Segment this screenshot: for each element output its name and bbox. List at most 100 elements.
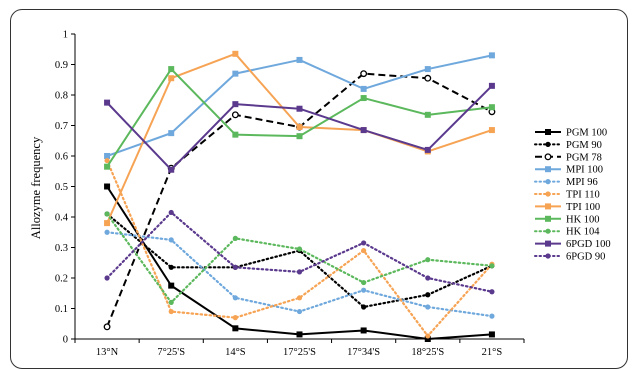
data-point-6pgd-100 [296, 105, 303, 112]
data-point-mpi-100 [232, 70, 239, 77]
data-point-tpi-100 [488, 127, 495, 134]
legend-marker [545, 141, 551, 147]
data-point-6pgd-90 [425, 275, 431, 281]
data-point-pgm-90 [425, 292, 431, 298]
y-tick-label: 0.1 [55, 304, 68, 315]
y-tick-label: 0.9 [55, 60, 68, 71]
data-point-mpi-96 [296, 308, 303, 315]
series-pgm-100 [104, 183, 495, 342]
legend-label: PGM 90 [566, 140, 602, 151]
legend-item-6pgd-90: 6PGD 90 [534, 252, 605, 263]
data-point-tpi-100 [168, 75, 175, 82]
data-point-pgm-90 [168, 264, 174, 270]
legend-label: 6PGD 100 [566, 239, 611, 250]
legend-item-hk-104: HK 104 [534, 227, 600, 238]
data-point-pgm-78 [360, 70, 368, 78]
data-point-pgm-78 [103, 323, 111, 331]
series-mpi-96 [104, 229, 495, 319]
data-point-tpi-110 [296, 295, 303, 301]
legend-label: TPI 110 [566, 190, 600, 201]
x-tick-label: 7°25'S [157, 347, 185, 356]
data-point-tpi-110 [361, 247, 367, 254]
data-point-mpi-100 [104, 153, 111, 159]
data-point-hk-100 [424, 111, 431, 118]
series-line-hk-100 [106, 68, 493, 168]
data-point-6pgd-100 [424, 146, 431, 153]
legend-item-6pgd-100: 6PGD 100 [535, 239, 611, 250]
data-point-pgm-78 [231, 111, 239, 119]
data-point-pgm-100 [232, 325, 239, 332]
y-tick-label: 0.7 [55, 121, 68, 132]
data-point-hk-100 [232, 131, 239, 138]
data-point-hk-104 [361, 279, 367, 286]
legend-item-hk-100: HK 100 [535, 214, 600, 225]
series-line-hk-104 [105, 212, 494, 304]
legend-marker [545, 129, 551, 135]
data-point-hk-100 [104, 163, 111, 170]
data-point-mpi-100 [296, 56, 303, 63]
legend-label: PGM 100 [566, 128, 607, 139]
data-point-mpi-96 [489, 313, 495, 319]
legend-marker [545, 253, 551, 259]
data-point-hk-100 [296, 133, 303, 140]
data-point-hk-104 [104, 211, 110, 217]
legend-marker [545, 203, 551, 210]
series-6pgd-90 [104, 209, 495, 295]
series-line-mpi-100 [106, 54, 493, 157]
legend-item-tpi-110: TPI 110 [534, 190, 600, 201]
data-point-tpi-110 [104, 157, 110, 164]
legend-label: MPI 100 [566, 165, 603, 176]
data-point-hk-104 [168, 299, 174, 305]
data-point-hk-100 [168, 66, 175, 73]
series-layer [103, 50, 496, 342]
y-tick-label: 0.4 [55, 213, 69, 224]
data-point-6pgd-100 [104, 99, 111, 106]
data-point-hk-100 [488, 104, 495, 111]
legend-marker [544, 153, 552, 161]
data-point-mpi-96 [168, 237, 174, 243]
data-point-6pgd-100 [168, 166, 175, 173]
data-point-6pgd-90 [104, 275, 110, 281]
legend-item-pgm-78: PGM 78 [535, 152, 602, 163]
y-axis-label: Allozyme frequency [29, 136, 43, 239]
y-tick-label: 0.3 [55, 243, 68, 254]
series-6pgd-100 [104, 82, 495, 173]
data-point-hk-104 [489, 263, 495, 269]
data-point-tpi-100 [104, 220, 111, 227]
y-tick-label: 0 [63, 335, 68, 346]
data-point-pgm-90 [361, 304, 367, 310]
allozyme-frequency-chart: 0 0.1 0.2 0.3 0.4 0.5 0.6 0.7 0.8 0.9 1 13°N 7°25'S 1… [29, 30, 611, 357]
y-tick-label: 0.5 [55, 182, 68, 193]
data-point-pgm-100 [296, 331, 303, 338]
chart-axes: 0 0.1 0.2 0.3 0.4 0.5 0.6 0.7 0.8 0.9 1 13°N 7°25'S 1… [55, 30, 525, 356]
data-point-6pgd-100 [360, 127, 367, 134]
x-tick-label: 17°25'S [283, 347, 316, 356]
y-tick-label: 1 [63, 30, 68, 41]
x-tick-label: 13°N [96, 347, 119, 356]
data-point-6pgd-90 [296, 269, 303, 275]
x-tick-label: 14°S [225, 347, 246, 356]
data-point-tpi-110 [168, 308, 174, 315]
legend-marker [545, 166, 551, 173]
legend-item-mpi-100: MPI 100 [535, 165, 603, 176]
legend-label: PGM 78 [566, 152, 602, 163]
data-point-mpi-100 [424, 66, 431, 73]
data-point-tpi-110 [425, 333, 431, 339]
legend-marker [545, 215, 551, 222]
data-point-pgm-100 [488, 331, 495, 338]
data-point-mpi-96 [425, 304, 431, 310]
data-point-6pgd-100 [232, 101, 239, 108]
data-point-pgm-100 [424, 336, 431, 342]
legend-marker [545, 191, 551, 197]
legend-marker [545, 240, 551, 247]
legend-label: MPI 96 [566, 177, 598, 188]
data-point-mpi-100 [168, 130, 175, 137]
data-point-pgm-78 [424, 74, 432, 82]
data-point-6pgd-90 [168, 209, 174, 216]
legend-marker [545, 228, 551, 234]
series-hk-100 [104, 66, 495, 170]
legend-item-pgm-100: PGM 100 [535, 128, 607, 139]
x-tick-label: 18°25'S [411, 347, 444, 356]
legend-label: HK 100 [566, 214, 600, 225]
